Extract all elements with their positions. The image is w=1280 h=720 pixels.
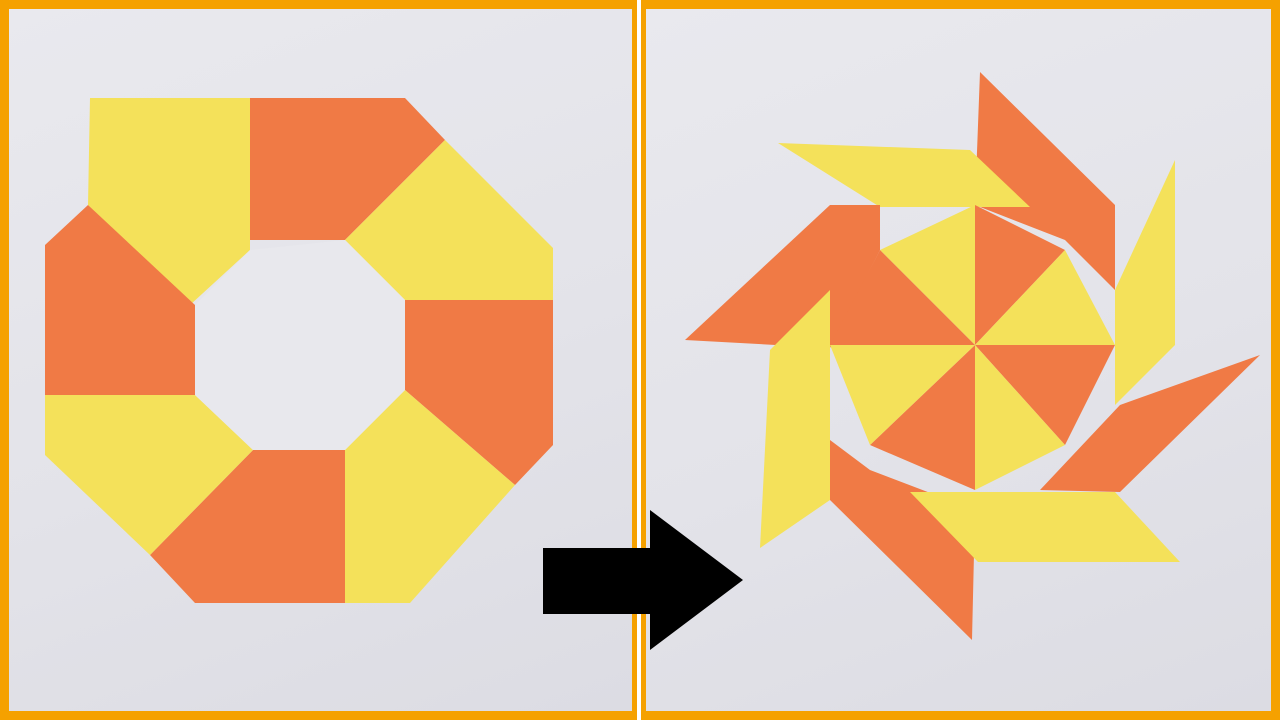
star-center-piece [830,250,975,345]
star-blade [910,492,1180,562]
ring-segment [345,140,553,300]
ring-segment [345,390,515,603]
ring-segment [45,395,253,555]
star-blade [1115,160,1175,405]
origami-ring-icon [45,98,553,603]
ring-center-hole [195,240,405,450]
star-blade [685,205,880,348]
ring-segment [45,205,195,395]
star-center-piece [880,205,975,345]
star-blade [778,143,1030,207]
star-blade [975,72,1115,290]
star-center-piece [830,345,975,445]
ring-segment [250,98,445,240]
divider-line [637,0,641,720]
star-blade [1040,355,1260,492]
right-arrow-icon [543,510,743,650]
star-center-piece [975,205,1065,345]
ring-segment [88,98,250,305]
star-blade [830,440,975,640]
origami-ninja-star-icon [685,72,1260,640]
star-center-piece [975,345,1115,445]
star-center-piece [870,345,975,490]
star-blade [760,290,830,548]
star-center-piece [975,250,1115,345]
star-center-piece [975,345,1065,490]
ring-segment [150,450,345,603]
ring-segment [405,300,553,485]
